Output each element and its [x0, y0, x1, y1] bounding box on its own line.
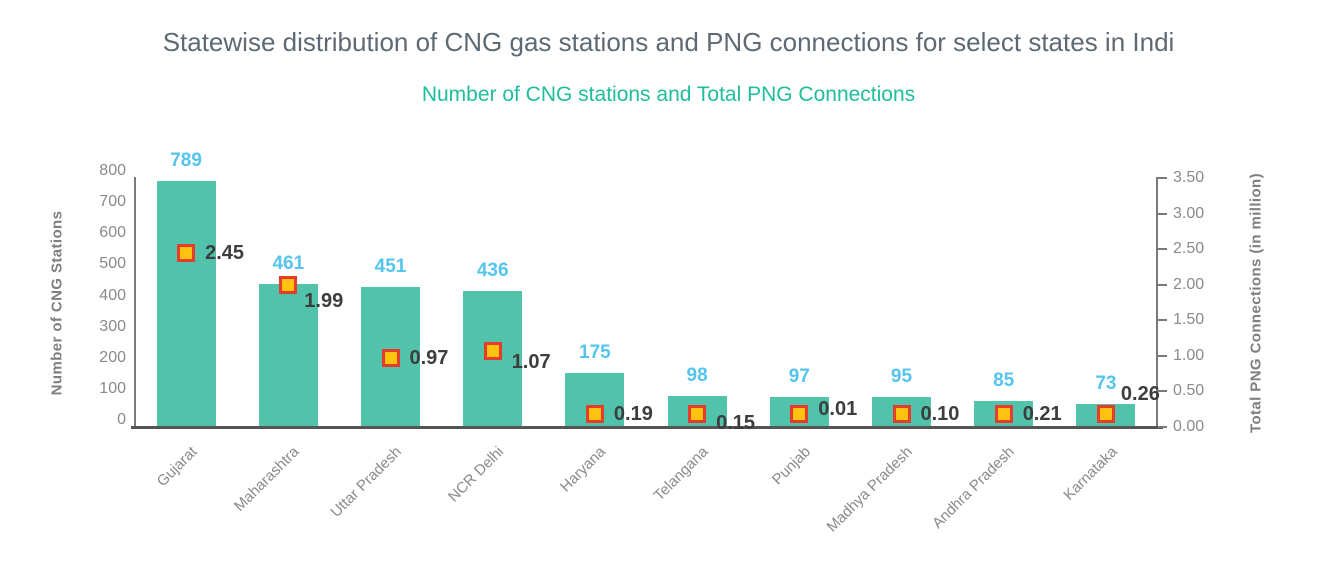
left-axis-tick-label: 500	[99, 255, 126, 273]
png-value-label: 1.99	[304, 290, 344, 313]
right-axis-tick-mark	[1158, 212, 1167, 215]
left-axis-tick-label: 800	[99, 162, 126, 179]
left-axis-line	[134, 177, 136, 429]
bar-value-label: 73	[1095, 373, 1117, 395]
bar-value-label: 95	[890, 366, 913, 388]
right-axis-tick-label: 3.00	[1173, 204, 1205, 222]
png-value-label: 0.01	[818, 398, 858, 420]
x-axis-category-label: Andhra Pradesh	[929, 443, 1019, 532]
bar-value-label: 85	[993, 369, 1015, 391]
png-value-label: 2.45	[205, 241, 245, 264]
png-value-label: 1.07	[511, 350, 551, 373]
x-axis-category-label: Punjab	[768, 443, 814, 489]
left-axis-title: Number of CNG Stations	[48, 210, 66, 395]
bar-value-label: 98	[686, 365, 708, 387]
right-axis-tick-label: 1.00	[1173, 346, 1205, 364]
left-axis-tick-label: 700	[99, 193, 126, 211]
left-axis-tick-label: 300	[99, 317, 126, 335]
x-axis-category-label: Haryana	[557, 443, 610, 496]
chart-subtitle: Number of CNG stations and Total PNG Con…	[421, 83, 916, 106]
x-axis-category-label: Telangana	[650, 443, 712, 505]
right-axis-line	[1156, 177, 1158, 429]
png-value-label: 0.21	[1022, 403, 1062, 425]
x-axis-category-label: Gujarat	[153, 443, 201, 491]
png-marker	[483, 341, 502, 360]
right-axis-tick-mark	[1158, 177, 1167, 179]
png-marker	[177, 243, 196, 262]
x-axis-baseline	[131, 426, 1163, 429]
right-axis-tick-mark	[1158, 426, 1167, 428]
right-axis-tick-mark	[1158, 319, 1167, 322]
left-axis-tick-label: 100	[99, 379, 126, 397]
left-axis-tick-label: 400	[99, 286, 126, 304]
right-axis-tick-mark	[1158, 390, 1167, 393]
right-axis-tick-label: 3.50	[1173, 169, 1205, 186]
bar-value-label: 436	[476, 260, 509, 282]
chart-main-title: Statewise distribution of CNG gas statio…	[162, 27, 1175, 57]
right-axis-tick-label: 0.50	[1173, 382, 1205, 400]
bar	[258, 283, 318, 426]
right-axis-title: Total PNG Connections (in million)	[1247, 172, 1265, 433]
x-axis-category-label: Maharashtra	[231, 443, 303, 515]
bar-value-label: 175	[579, 341, 611, 363]
right-axis-tick-mark	[1158, 354, 1167, 357]
bar-value-label: 461	[272, 252, 305, 274]
png-marker	[1096, 405, 1115, 423]
png-value-label: 0.97	[409, 346, 449, 369]
left-axis-tick-label: 200	[99, 348, 126, 366]
bar-value-label: 97	[788, 365, 810, 387]
png-value-label: 0.19	[613, 403, 653, 425]
right-axis-tick-mark	[1158, 283, 1167, 286]
png-marker	[585, 405, 604, 423]
png-marker	[279, 276, 298, 295]
png-marker	[994, 405, 1013, 423]
x-axis-category-label: Madhya Pradesh	[823, 443, 916, 536]
bar-value-label: 451	[374, 255, 407, 277]
png-value-label: 0.26	[1120, 383, 1160, 405]
bar-value-label: 789	[170, 150, 202, 172]
bar	[156, 181, 216, 426]
left-axis-tick-label: 600	[99, 224, 126, 242]
x-axis-category-label: NCR Delhi	[444, 443, 508, 506]
png-value-label: 0.10	[920, 403, 960, 425]
x-axis-category-label: Uttar Pradesh	[327, 443, 405, 521]
left-axis-tick-label: 0	[117, 411, 126, 428]
right-axis-tick-mark	[1158, 248, 1167, 251]
png-marker	[688, 405, 707, 423]
right-axis-tick-label: 2.50	[1173, 240, 1205, 258]
x-axis-category-label: Karnataka	[1059, 443, 1121, 504]
right-axis-tick-label: 2.00	[1173, 275, 1205, 293]
png-value-label: 0.15	[716, 412, 756, 434]
png-marker	[381, 348, 400, 367]
right-axis-tick-label: 1.50	[1173, 311, 1205, 329]
png-marker	[892, 405, 911, 423]
png-marker	[790, 405, 809, 423]
right-axis-tick-label: 0.00	[1173, 418, 1205, 435]
